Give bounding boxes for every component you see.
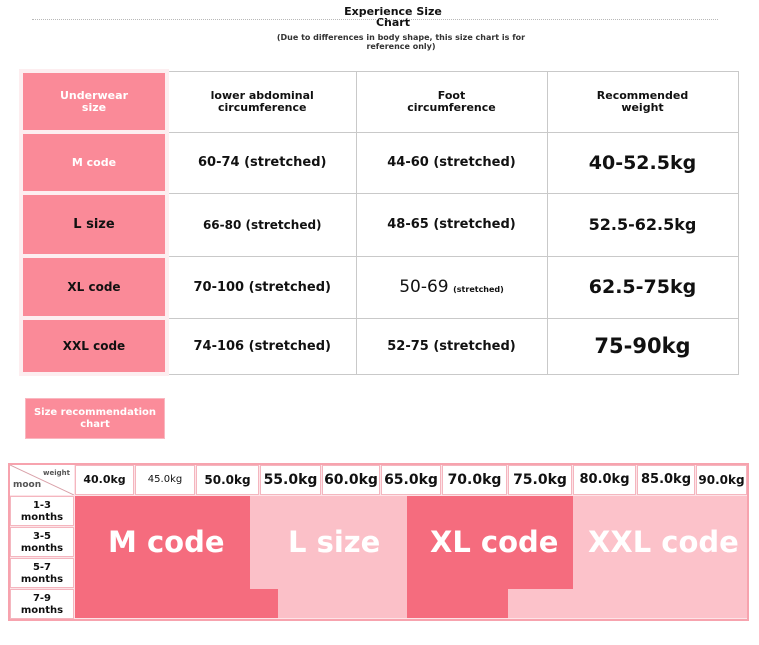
corner-diagonal <box>10 465 74 495</box>
weight-cell: 80.0kg <box>573 465 636 495</box>
size-recommendation-tag: Size recommendation chart <box>25 398 165 439</box>
reference-note: (Due to differences in body shape, this … <box>266 33 536 51</box>
size-table: Underwear size lower abdominal circumfer… <box>19 69 739 376</box>
weight-cell: 75-90kg <box>546 317 739 375</box>
size-cell: XL code <box>19 254 169 320</box>
month-range: 5-7 <box>32 562 52 573</box>
foot-cell: 52-75 (stretched) <box>355 317 548 375</box>
zone-xl-step <box>407 589 508 618</box>
waist-cell: 60-74 (stretched) <box>166 131 357 194</box>
zone-xxl-main <box>573 496 747 589</box>
month-unit: months <box>20 605 64 616</box>
header-label: Foot <box>437 88 466 102</box>
size-cell: L size <box>19 191 169 258</box>
month-unit: months <box>20 574 64 585</box>
size-cell: M code <box>19 130 169 195</box>
weight-cell: 60.0kg <box>322 465 380 495</box>
month-range: 1-3 <box>32 500 52 511</box>
weight-cell: 90.0kg <box>696 465 747 495</box>
zone-m-step <box>250 589 278 618</box>
title-line-2: Chart <box>375 16 410 29</box>
foot-note: (stretched) <box>453 285 504 294</box>
zone-label-xl: XL code <box>430 525 559 559</box>
corner-weight-label: weight <box>43 469 70 477</box>
month-unit: months <box>20 543 64 554</box>
waist-cell: 66-80 (stretched) <box>166 192 357 257</box>
tag-line-2: chart <box>80 419 110 430</box>
zone-xxl-step <box>508 589 747 618</box>
corner-moon-label: moon <box>13 480 42 490</box>
zone-label-xxl: XXL code <box>588 525 739 559</box>
weight-cell: 40-52.5kg <box>546 131 739 194</box>
header-label: Recommended <box>596 88 689 102</box>
zone-m-main <box>75 496 250 618</box>
month-range: 3-5 <box>32 531 52 542</box>
foot-range: 50-69 <box>399 277 449 297</box>
weight-cell: 75.0kg <box>508 465 572 495</box>
zone-l-main <box>250 496 407 589</box>
month-cell: 1-3 months <box>10 496 74 526</box>
table-row: XL code 70-100 (stretched) 50-69 (stretc… <box>19 254 739 320</box>
size-recommendation-chart: weight moon 40.0kg 45.0kg 50.0kg 55.0kg … <box>8 463 749 621</box>
foot-cell: 50-69 (stretched) <box>355 255 548 319</box>
table-header-row: Underwear size lower abdominal circumfer… <box>19 69 739 134</box>
weight-cell: 40.0kg <box>75 465 134 495</box>
zone-label-m: M code <box>108 525 225 559</box>
header-weight: Recommended weight <box>546 70 739 133</box>
weight-cell: 62.5-75kg <box>546 255 739 319</box>
table-row: XXL code 74-106 (stretched) 52-75 (stret… <box>19 316 739 376</box>
header-label: lower abdominal <box>210 88 314 102</box>
month-cell: 7-9 months <box>10 589 74 619</box>
chart-title: Experience Size Chart <box>0 6 759 28</box>
foot-cell: 48-65 (stretched) <box>355 192 548 257</box>
zone-xl-main <box>407 496 573 589</box>
reference-note-line-1: (Due to differences in body shape, this … <box>276 33 526 42</box>
waist-cell: 70-100 (stretched) <box>166 255 357 319</box>
weight-cell: 55.0kg <box>260 465 321 495</box>
weight-cell: 70.0kg <box>442 465 507 495</box>
header-foot: Foot circumference <box>355 70 548 133</box>
header-label: weight <box>621 100 664 114</box>
zone-label-l: L size <box>288 525 381 559</box>
waist-cell: 74-106 (stretched) <box>166 317 357 375</box>
tag-line-1: Size recommendation <box>33 407 157 418</box>
table-row: M code 60-74 (stretched) 44-60 (stretche… <box>19 130 739 195</box>
size-cell: XXL code <box>19 316 169 376</box>
weight-cell: 45.0kg <box>135 465 195 495</box>
month-cell: 3-5 months <box>10 527 74 557</box>
table-row: L size 66-80 (stretched) 48-65 (stretche… <box>19 191 739 258</box>
weight-cell: 65.0kg <box>381 465 441 495</box>
corner-cell: weight moon <box>10 465 74 495</box>
month-cell: 5-7 months <box>10 558 74 588</box>
header-waist: lower abdominal circumference <box>166 70 357 133</box>
header-label: circumference <box>218 100 307 114</box>
title-line-1: Experience Size <box>344 5 442 18</box>
month-unit: months <box>20 512 64 523</box>
header-label: size <box>81 100 107 114</box>
weight-cell: 50.0kg <box>196 465 259 495</box>
header-underwear-size: Underwear size <box>19 69 169 134</box>
weight-cell: 52.5-62.5kg <box>546 192 739 257</box>
title-divider <box>32 19 718 20</box>
weight-cell: 85.0kg <box>637 465 695 495</box>
header-label: Underwear <box>60 88 128 102</box>
month-range: 7-9 <box>32 593 52 604</box>
header-label: circumference <box>407 100 496 114</box>
zone-l-step <box>278 589 407 618</box>
foot-cell: 44-60 (stretched) <box>355 131 548 194</box>
reference-note-line-2: reference only) <box>366 42 436 51</box>
